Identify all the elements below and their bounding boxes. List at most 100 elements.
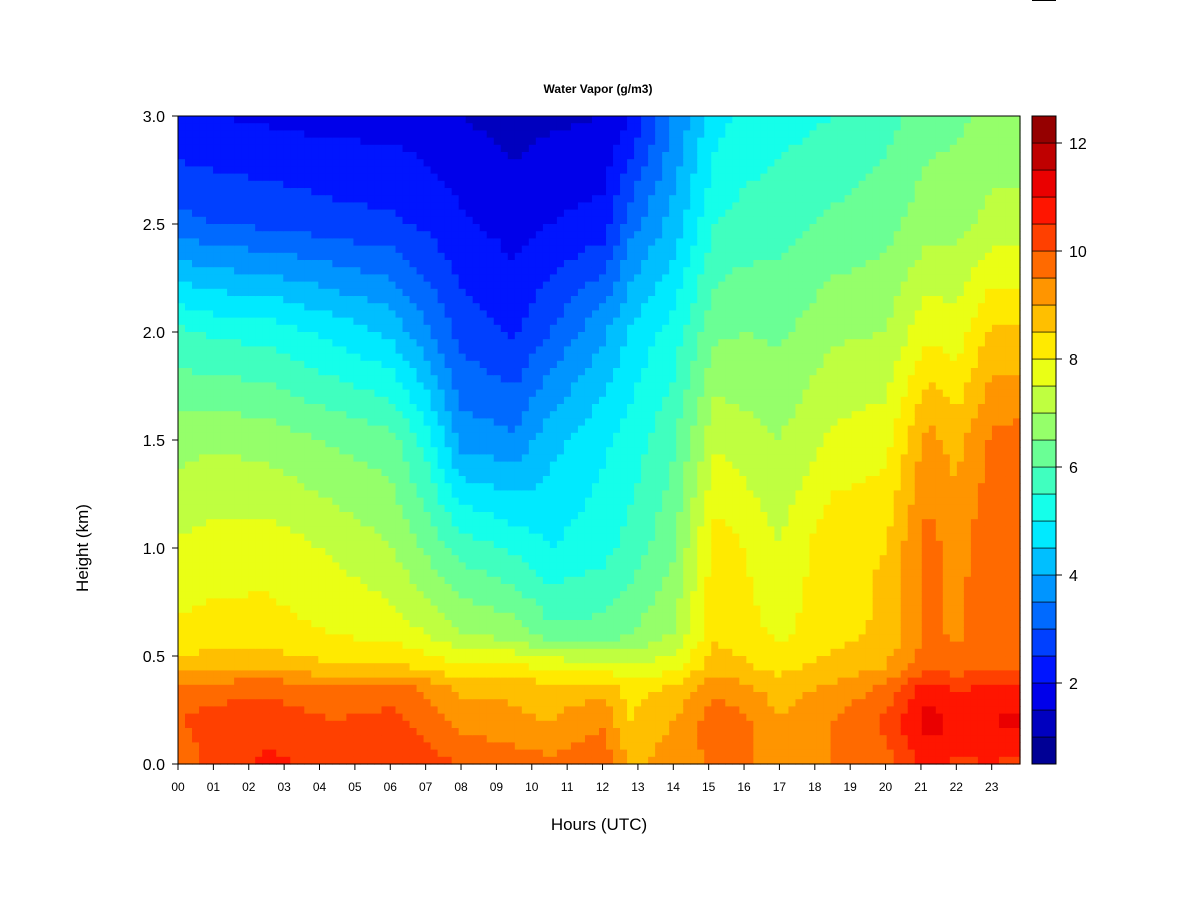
- heatmap-cell: [199, 634, 207, 643]
- heatmap-cell: [409, 288, 418, 297]
- heatmap-cell: [409, 728, 418, 736]
- heatmap-cell: [563, 173, 572, 182]
- heatmap-cell: [325, 627, 333, 635]
- heatmap-cell: [409, 656, 418, 664]
- heatmap-cell: [402, 440, 411, 448]
- heatmap-cell: [269, 123, 277, 131]
- heatmap-cell: [542, 382, 551, 391]
- heatmap-cell: [423, 296, 432, 304]
- heatmap-cell: [486, 742, 495, 751]
- heatmap-cell: [220, 375, 228, 383]
- heatmap-cell: [458, 562, 467, 571]
- heatmap-cell: [514, 663, 523, 671]
- heatmap-cell: [528, 519, 537, 527]
- heatmap-cell: [395, 368, 404, 376]
- heatmap-cell: [409, 620, 418, 628]
- heatmap-cell: [192, 468, 200, 477]
- heatmap-cell: [304, 540, 312, 549]
- heatmap-cell: [430, 641, 439, 650]
- heatmap-cell: [255, 375, 263, 383]
- heatmap-cell: [297, 346, 305, 355]
- heatmap-cell: [220, 231, 228, 239]
- heatmap-cell: [549, 742, 558, 751]
- heatmap-cell: [458, 339, 467, 347]
- heatmap-cell: [486, 425, 495, 434]
- heatmap-cell: [437, 605, 446, 614]
- heatmap-cell: [206, 296, 214, 304]
- heatmap-cell: [374, 224, 383, 232]
- heatmap-cell: [325, 562, 333, 571]
- heatmap-cell: [500, 411, 509, 419]
- heatmap-cell: [381, 346, 390, 355]
- heatmap-cell: [542, 756, 551, 765]
- heatmap-cell: [423, 180, 432, 189]
- heatmap-cell: [234, 353, 242, 362]
- heatmap-cell: [493, 368, 502, 376]
- heatmap-cell: [360, 519, 369, 527]
- heatmap-cell: [262, 440, 270, 448]
- heatmap-cell: [535, 591, 544, 599]
- heatmap-cell: [465, 648, 474, 657]
- heatmap-cell: [444, 648, 453, 657]
- heatmap-cell: [185, 152, 193, 160]
- heatmap-cell: [325, 692, 333, 700]
- heatmap-cell: [255, 684, 263, 693]
- heatmap-cell: [325, 684, 333, 693]
- heatmap-cell: [248, 281, 256, 290]
- heatmap-cell: [444, 238, 453, 247]
- heatmap-cell: [507, 497, 516, 506]
- heatmap-cell: [493, 123, 502, 131]
- heatmap-cell: [290, 180, 298, 189]
- heatmap-cell: [458, 396, 467, 405]
- heatmap-cell: [283, 346, 291, 355]
- heatmap-cell: [255, 389, 263, 398]
- heatmap-cell: [479, 656, 488, 664]
- heatmap-cell: [269, 749, 277, 758]
- heatmap-cell: [423, 411, 432, 419]
- heatmap-cell: [311, 303, 319, 311]
- heatmap-cell: [283, 303, 291, 311]
- heatmap-cell: [486, 749, 495, 758]
- heatmap-cell: [220, 188, 228, 196]
- heatmap-cell: [269, 598, 277, 607]
- heatmap-cell: [206, 137, 214, 146]
- heatmap-cell: [388, 627, 397, 635]
- heatmap-cell: [248, 706, 256, 715]
- heatmap-cell: [311, 519, 319, 527]
- heatmap-cell: [276, 130, 284, 139]
- heatmap-cell: [178, 742, 186, 751]
- heatmap-cell: [353, 274, 362, 283]
- heatmap-cell: [542, 677, 551, 686]
- heatmap-cell: [521, 692, 530, 700]
- heatmap-cell: [206, 591, 214, 599]
- heatmap-cell: [199, 353, 207, 362]
- heatmap-cell: [479, 238, 488, 247]
- heatmap-cell: [192, 173, 200, 182]
- heatmap-cell: [423, 382, 432, 391]
- heatmap-cell: [402, 742, 411, 751]
- heatmap-cell: [248, 152, 256, 160]
- heatmap-cell: [444, 353, 453, 362]
- heatmap-cell: [220, 749, 228, 758]
- heatmap-cell: [528, 584, 537, 592]
- heatmap-cell: [416, 533, 425, 542]
- heatmap-cell: [241, 188, 249, 196]
- heatmap-cell: [423, 447, 432, 455]
- heatmap-cell: [269, 360, 277, 369]
- heatmap-cell: [542, 648, 551, 657]
- heatmap-cell: [381, 728, 390, 736]
- heatmap-cell: [311, 339, 319, 347]
- heatmap-cell: [262, 425, 270, 434]
- heatmap-cell: [346, 648, 355, 657]
- heatmap-cell: [255, 699, 263, 707]
- heatmap-cell: [325, 360, 333, 369]
- heatmap-cell: [381, 612, 390, 621]
- heatmap-cell: [178, 339, 186, 347]
- heatmap-cell: [339, 699, 347, 707]
- heatmap-cell: [437, 612, 446, 621]
- heatmap-cell: [437, 180, 446, 189]
- heatmap-cell: [276, 627, 284, 635]
- heatmap-cell: [514, 648, 523, 657]
- heatmap-cell: [556, 195, 565, 203]
- heatmap-cell: [311, 346, 319, 355]
